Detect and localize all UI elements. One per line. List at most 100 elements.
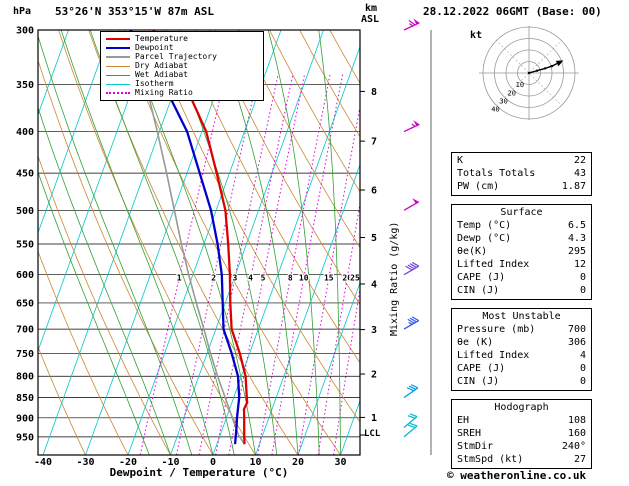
stat-label: Lifted Index [457, 259, 530, 270]
stat-label: Temp (°C) [457, 220, 512, 231]
stat-label: StmDir [457, 441, 494, 452]
hodograph-ring-label: 40 [491, 106, 499, 114]
temp-axis-labels: -40 -30 -20 -10 0 10 20 30 [34, 457, 347, 468]
stat-label: PW (cm) [457, 181, 500, 192]
stat-label: CAPE (J) [457, 272, 506, 283]
station-title: 53°26'N 353°15'W 87m ASL [55, 5, 214, 18]
hodograph-trace [528, 61, 560, 74]
stat-row: Lifted Index 12 [457, 258, 586, 271]
km-unit-label: km [365, 3, 378, 14]
sounding-profiles [129, 30, 249, 445]
stat-label: Totals Totals [457, 168, 536, 179]
stat-row: Dewp (°C) 4.3 [457, 232, 586, 245]
pressure-gridlines [38, 29, 360, 438]
legend-label: Isotherm [135, 79, 174, 88]
datetime-label: 28.12.2022 06GMT (Base: 00) [423, 5, 602, 18]
stat-label: Pressure (mb) [457, 324, 536, 335]
stat-value: 22 [573, 155, 586, 166]
km-tick-label: 7 [371, 137, 377, 148]
stat-value: 306 [567, 337, 586, 348]
stat-value: 27 [573, 454, 586, 465]
mixing-ratio-label: 2 [211, 274, 216, 283]
pressure-tick-label: 650 [16, 298, 34, 309]
legend-item: Dewpoint [106, 44, 258, 52]
km-tick-label: 1 [371, 413, 377, 424]
stat-row: CAPE (J) 0 [457, 271, 586, 284]
mixing-ratio-label: 4 [248, 274, 253, 283]
temp-tick-label: -10 [161, 457, 179, 468]
wind-barb [403, 120, 420, 133]
temp-tick-label: -20 [119, 457, 137, 468]
stats-section-title: Hodograph [494, 402, 549, 413]
stats-section: K 22 Totals Totals 43 PW (cm) 1.87 [451, 152, 592, 196]
pressure-tick-label: 500 [16, 206, 34, 217]
km-axis: 1 2 3 4 5 6 7 8 [360, 87, 377, 424]
legend-label: Parcel Trajectory [135, 52, 217, 61]
legend-label: Dry Adiabat [135, 61, 188, 70]
stat-value: 0 [579, 272, 586, 283]
stat-row: StmSpd (kt) 27 [457, 453, 586, 466]
legend-label: Dewpoint [135, 43, 174, 52]
temp-tick-label: 30 [334, 457, 346, 468]
pressure-tick-label: 600 [16, 270, 34, 281]
legend-item: Mixing Ratio [106, 89, 258, 97]
legend-label: Temperature [135, 34, 188, 43]
wind-barb [403, 198, 420, 211]
temp-tick-label: 10 [249, 457, 261, 468]
temp-tick-label: -40 [34, 457, 52, 468]
stat-row: θe(K) 295 [457, 245, 586, 258]
copyright: © weatheronline.co.uk [447, 469, 587, 482]
stat-row: Totals Totals 43 [457, 167, 586, 180]
pressure-tick-label: 300 [16, 26, 34, 37]
asl-unit-label: ASL [361, 14, 380, 25]
mixing-ratio-label: 8 [288, 274, 293, 283]
stat-row: Pressure (mb) 700 [457, 323, 586, 336]
wind-barb [403, 18, 420, 31]
series-temperature [152, 30, 249, 445]
stat-row: SREH 160 [457, 427, 586, 440]
hodograph-ring-label: 30 [499, 97, 507, 105]
legend-swatch [106, 47, 130, 49]
mixing-ratio-label: 20 [342, 274, 352, 283]
stats-panel: K 22 Totals Totals 43 PW (cm) 1.87 Surface Temp… [451, 152, 592, 469]
stat-row: Lifted Index 4 [457, 349, 586, 362]
pressure-tick-label: 350 [16, 80, 34, 91]
stats-section-title: Most Unstable [482, 311, 561, 322]
temp-tick-label: 20 [292, 457, 304, 468]
legend-swatch [106, 83, 130, 85]
hodograph-ring-label: 20 [508, 89, 516, 97]
mixing-ratio-lines [139, 74, 360, 455]
stat-value: 295 [567, 246, 586, 257]
legend-swatch [106, 74, 130, 76]
stats-section: Hodograph EH 108 SREH 160 StmDir 240° StmSpd (k… [451, 399, 592, 469]
stat-label: CIN (J) [457, 285, 500, 296]
stat-label: CIN (J) [457, 376, 500, 387]
legend-item: Parcel Trajectory [106, 53, 258, 61]
wind-barbs [403, 18, 420, 438]
stat-value: 4 [579, 350, 586, 361]
stat-value: 108 [567, 415, 586, 426]
stat-label: θe (K) [457, 337, 494, 348]
stat-value: 6.5 [567, 220, 586, 231]
mixing-ratio-label: 3 [233, 274, 238, 283]
km-tick-label: 6 [371, 185, 377, 196]
stat-row: CIN (J) 0 [457, 375, 586, 388]
stat-row: K 22 [457, 154, 586, 167]
series-parcel-trajectory [131, 30, 246, 445]
dry-adiabats [38, 30, 360, 455]
legend-label: Mixing Ratio [135, 88, 193, 97]
stat-row: θe (K) 306 [457, 336, 586, 349]
series-dewpoint [129, 30, 241, 445]
mixing-ratio-label: 10 [299, 274, 309, 283]
mixing-ratio-label: 1 [177, 274, 182, 283]
pressure-tick-label: 750 [16, 349, 34, 360]
wind-barb [403, 316, 420, 330]
stat-value: 240° [561, 441, 586, 452]
wind-barb [403, 261, 420, 276]
km-tick-label: 8 [371, 87, 377, 98]
legend-item: Temperature [106, 35, 258, 43]
plot-frame [37, 29, 361, 456]
